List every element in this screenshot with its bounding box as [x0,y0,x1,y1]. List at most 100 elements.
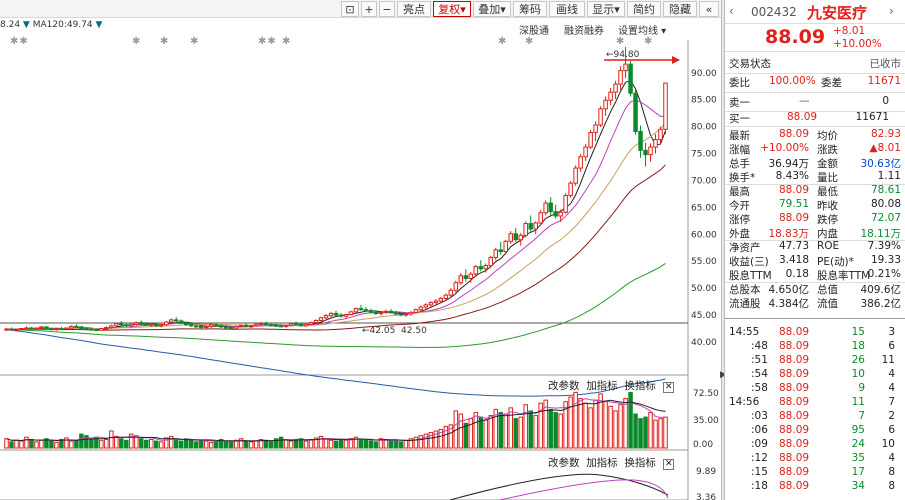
volume-bar [328,439,334,449]
candle-body [278,325,284,328]
star-marker[interactable]: ✱ [498,36,508,47]
candle-body [338,314,344,317]
trade-row[interactable]: :15 88.09 17 8 [729,466,901,481]
star-marker[interactable]: ✱ [132,36,142,47]
trade-price: 88.09 [779,480,810,492]
candle-body [398,313,404,316]
price-change: +8.01 [833,25,866,37]
toolbar-button-draw[interactable]: 画线 [549,1,585,17]
star-marker[interactable]: ✱ [616,36,626,47]
status-label: 交易状态 [729,58,771,70]
candle-body [69,325,74,329]
candle-body [483,265,489,270]
trade-row[interactable]: 14:56 88.09 11 7 [729,396,901,411]
trade-volume: 95 [851,424,865,436]
indicator-change-params-button[interactable]: 改参数 [548,457,580,469]
candle-body [218,325,224,328]
toolbar-button-highlight[interactable]: 亮点 [397,1,431,17]
volume-bar [193,441,199,449]
stat-value: 79.51 [778,198,809,210]
candle-body [124,324,129,327]
y-axis-tick: 60.00 [691,230,717,240]
y-axis-tick: 90.00 [691,69,717,79]
volume-bar [413,436,419,449]
trade-row[interactable]: :58 88.09 9 4 [729,382,901,397]
volume-add-indicator-button[interactable]: 加指标 [586,380,618,392]
volume-change-params-button[interactable]: 改参数 [548,380,580,392]
close-icon[interactable]: ✕ [663,459,675,470]
indicator-switch-button[interactable]: 换指标 [624,457,656,469]
link-ma-settings[interactable]: 设置均线 ▾ [618,26,667,37]
volume-bar [428,432,434,449]
volume-switch-indicator-button[interactable]: 换指标 [624,380,656,392]
candle-body [313,319,319,324]
stat-label: 涨停 [729,214,750,226]
weicha-value: 11671 [867,75,901,87]
trade-row[interactable]: :48 88.09 18 6 [729,340,901,355]
y-axis-tick: 65.00 [691,203,717,213]
stat-label: 涨幅 [729,144,750,156]
prev-stock-icon[interactable]: ‹ [729,4,734,18]
candle-body [633,92,638,132]
star-marker[interactable]: ✱✱ [10,36,29,47]
collapse-arrow-icon[interactable]: ▶ [720,370,727,380]
zoom-fit-icon[interactable]: ⊡ [341,1,359,17]
panel-splitter[interactable]: ▶ [720,0,727,500]
collapse-chevron-icon[interactable]: « [699,1,719,17]
toolbar-button-adjust[interactable]: 复权▾ [433,1,471,17]
volume-bar [183,438,189,449]
toolbar-button-label: 复权 [438,3,461,16]
candle-body [59,328,64,331]
zoom-out-icon[interactable]: − [379,1,395,17]
trade-time: :58 [751,382,768,394]
stat-row: 今开 79.51 昨收 80.08 [729,198,901,213]
star-marker[interactable]: ✱ [525,36,535,47]
volume-bar [438,428,444,449]
stat-label: 股息率TTM [817,270,871,282]
volume-bar [443,425,449,449]
indicator-add-button[interactable]: 加指标 [586,457,618,469]
stat-value: 7.39% [867,240,901,252]
star-marker[interactable]: ✱ [644,36,654,47]
candle-body [503,240,508,253]
trade-row[interactable]: :03 88.09 7 2 [729,410,901,425]
volume-bar [348,438,354,449]
quote-panel: ‹ 002432 九安医疗 › 88.09 +8.01 +10.00% 交易状态… [724,0,905,500]
indicator-axis-tick: 9.89 [696,467,716,477]
trade-row[interactable]: :09 88.09 24 10 [729,438,901,453]
zoom-in-icon[interactable]: + [361,1,377,17]
stat-label: 最新 [729,130,750,142]
star-marker[interactable]: ✱✱ [258,36,277,47]
candle-body [653,139,658,148]
toolbar-button-overlay[interactable]: 叠加▾ [473,1,511,17]
star-marker[interactable]: ✱ [190,36,200,47]
candle-body [119,323,124,326]
next-stock-icon[interactable]: › [889,4,894,18]
candle-body [154,323,159,327]
trade-row[interactable]: :18 88.09 34 8 [729,480,901,495]
toolbar-button-display[interactable]: 显示▾ [587,1,625,17]
kline-chart-area[interactable]: ⊡ + − 亮点 复权▾ 叠加▾ 筹码 画线 显示▾ 简约 隐藏 « 8.24 … [0,0,722,500]
link-margin[interactable]: 融资融券 [564,26,604,37]
link-hk-connect[interactable]: 深股通 [519,26,549,37]
star-marker[interactable]: ✱ [282,36,292,47]
quote-header: ‹ 002432 九安医疗 › [725,0,905,24]
ma-legend-value: 8.24 [0,20,21,30]
toolbar-button-chips[interactable]: 筹码 [513,1,547,17]
trade-row[interactable]: 14:55 88.09 15 3 [729,326,901,341]
volume-bar [268,441,274,449]
volume-bar [398,441,404,449]
close-icon[interactable]: ✕ [663,382,675,393]
candle-body [553,211,558,217]
toolbar-button-hide[interactable]: 隐藏 [663,1,697,17]
trade-row[interactable]: :06 88.09 95 6 [729,424,901,439]
trade-price: 88.09 [779,382,810,394]
toolbar-button-simple[interactable]: 简约 [627,1,661,17]
volume-bar [353,436,359,449]
star-marker[interactable]: ✱ [160,36,170,47]
trade-row[interactable]: :12 88.09 35 4 [729,452,901,467]
candle-body [613,83,618,93]
trade-row[interactable]: :51 88.09 26 11 [729,354,901,369]
trade-row[interactable]: :54 88.09 10 4 [729,368,901,383]
trade-price: 88.09 [779,326,810,338]
